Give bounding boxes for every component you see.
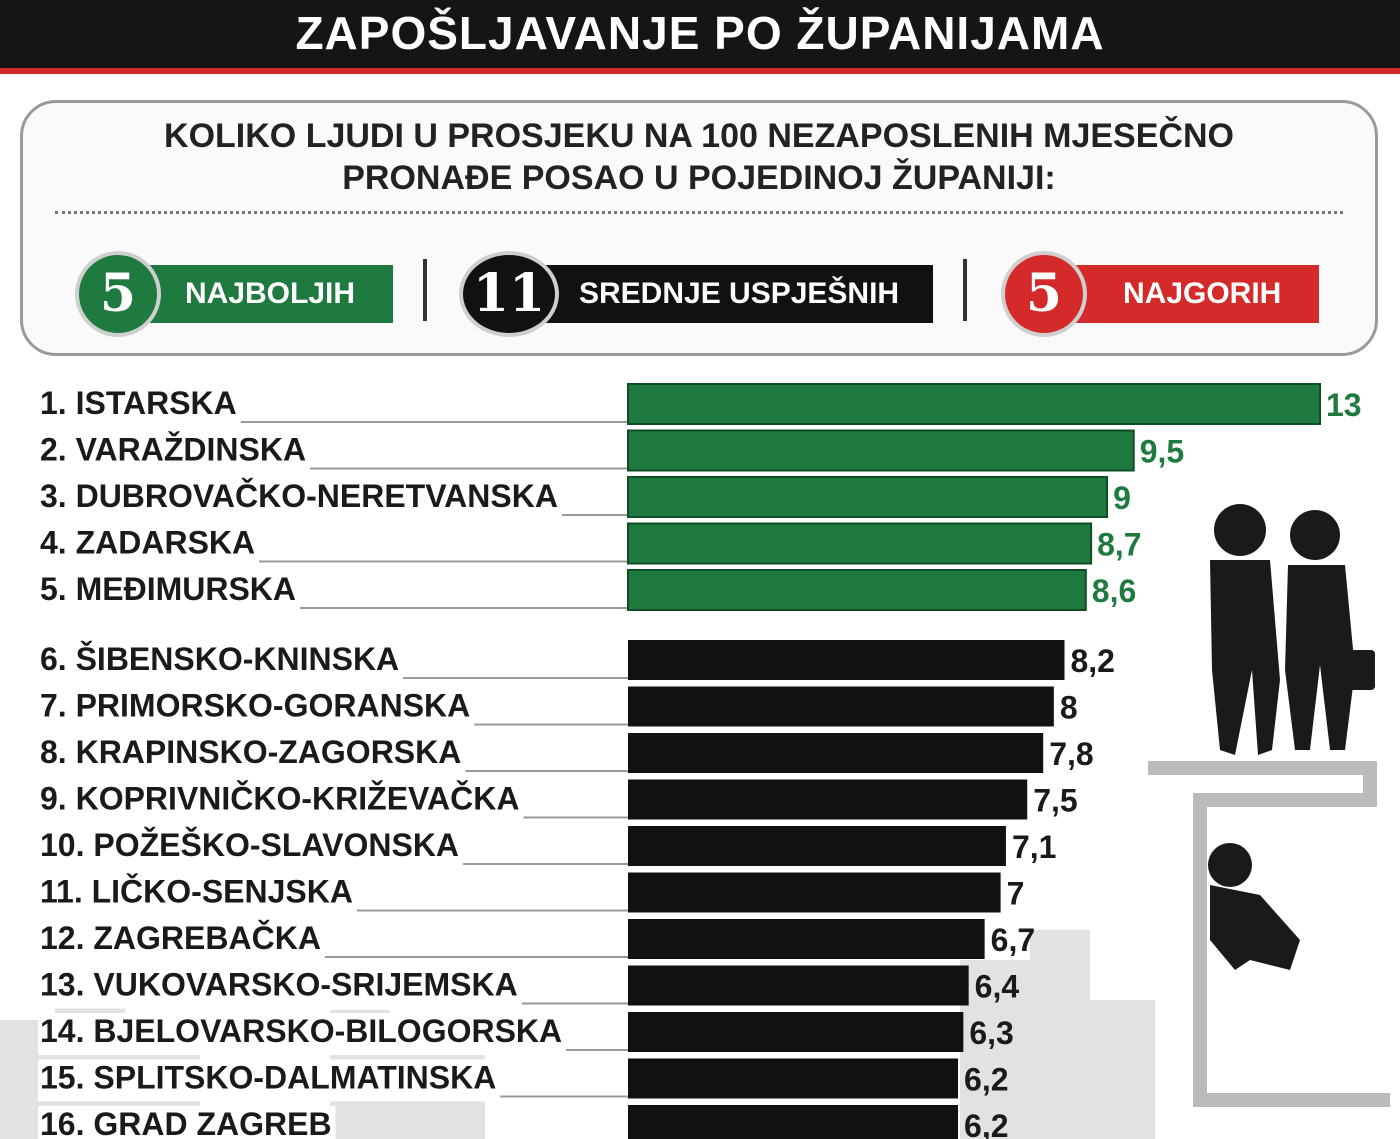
category-label: 6. ŠIBENSKO-KNINSKA [40, 641, 399, 677]
category-label-backing [38, 734, 466, 776]
bar [628, 965, 969, 1006]
value-label: 6,7 [991, 922, 1035, 958]
dotted-divider [55, 211, 1343, 214]
value-label: 7,5 [1033, 783, 1077, 819]
category-label: 8. KRAPINSKO-ZAGORSKA [40, 734, 461, 770]
category-label-backing [38, 431, 311, 474]
legend-separator [423, 259, 427, 321]
category-label-backing [38, 571, 301, 613]
workers-illustration [1148, 504, 1390, 1107]
legend-middle: SREDNJE USPJEŠNIH 11 [459, 251, 939, 337]
category-label: 3. DUBROVAČKO-NERETVANSKA [40, 478, 558, 514]
bar [628, 919, 985, 959]
bar [628, 1058, 959, 1099]
category-label-backing [38, 524, 260, 567]
value-label: 6,2 [964, 1062, 1008, 1098]
value-label: 9,5 [1140, 434, 1184, 470]
bar [628, 779, 1028, 820]
briefcase-icon [1345, 650, 1375, 690]
category-label-backing [38, 920, 325, 962]
value-label: 6,2 [964, 1108, 1008, 1139]
bar [628, 1012, 964, 1052]
category-label-backing [38, 1106, 336, 1139]
bar [628, 733, 1044, 773]
category-label: 13. VUKOVARSKO-SRIJEMSKA [40, 967, 518, 1003]
person-head-icon [1208, 843, 1252, 887]
value-label: 13 [1326, 387, 1362, 423]
legend-best-label: NAJBOLJIH [145, 265, 393, 323]
category-label-backing [38, 780, 524, 823]
value-label: 8,2 [1070, 643, 1114, 679]
chart-subtitle-line1: KOLIKO LJUDI U PROSJEKU NA 100 NEZAPOSLE… [164, 117, 1234, 155]
category-label: 1. ISTARSKA [40, 385, 237, 421]
value-label: 8,7 [1097, 527, 1141, 563]
man-silhouette-icon [1285, 565, 1355, 750]
category-label-backing [38, 873, 357, 916]
bar [627, 429, 1135, 472]
value-label: 7,1 [1012, 829, 1056, 865]
value-label: 6,4 [975, 969, 1020, 1005]
category-label: 10. POŽEŠKO-SLAVONSKA [40, 827, 459, 863]
category-label: 16. GRAD ZAGREB [40, 1106, 332, 1139]
category-label: 15. SPLITSKO-DALMATINSKA [40, 1060, 496, 1096]
category-label-backing [38, 478, 562, 520]
category-label: 14. BJELOVARSKO-BILOGORSKA [40, 1013, 562, 1049]
chart-subtitle-line2: PRONAĐE POSAO U POJEDINOJ ŽUPANIJI: [342, 159, 1056, 197]
page-title: ZAPOŠLJAVANJE PO ŽUPANIJAMA [295, 7, 1105, 59]
value-label: 8,6 [1092, 573, 1136, 609]
legend-panel: KOLIKO LJUDI U PROSJEKU NA 100 NEZAPOSLE… [20, 100, 1378, 356]
category-label: 5. MEĐIMURSKA [40, 571, 296, 607]
legend-worst-number: 5 [1001, 251, 1087, 337]
category-label: 9. KOPRIVNIČKO-KRIŽEVAČKA [40, 781, 519, 817]
legend-worst: NAJGORIH 5 [1001, 251, 1331, 337]
kneeling-worker-icon [1210, 885, 1300, 970]
category-label-backing [38, 827, 464, 869]
category-label: 7. PRIMORSKO-GORANSKA [40, 688, 470, 724]
legend-worst-label: NAJGORIH [1071, 265, 1319, 323]
category-label-backing [38, 385, 241, 427]
category-label: 12. ZAGREBAČKA [40, 920, 321, 956]
legend-separator [963, 259, 967, 321]
woman-silhouette-icon [1210, 560, 1280, 755]
bar [627, 476, 1109, 518]
category-label-backing [38, 1013, 567, 1055]
bar [628, 872, 1001, 913]
bar [628, 1105, 959, 1139]
bar [628, 640, 1065, 680]
person-head-icon [1290, 510, 1340, 560]
bar [627, 383, 1321, 425]
category-label: 2. VARAŽDINSKA [40, 432, 306, 468]
legend-best: NAJBOLJIH 5 [75, 251, 415, 337]
legend-middle-label: SREDNJE USPJEŠNIH [529, 265, 933, 323]
category-label-backing [38, 687, 475, 730]
person-head-icon [1214, 504, 1266, 556]
bar [627, 569, 1087, 611]
category-label-backing [38, 966, 522, 1009]
bar [628, 826, 1006, 866]
title-bar: ZAPOŠLJAVANJE PO ŽUPANIJAMA [0, 0, 1400, 78]
value-label: 8 [1060, 690, 1078, 726]
building-frame-icon [1148, 761, 1390, 1107]
value-label: 7,8 [1049, 736, 1093, 772]
category-label: 4. ZADARSKA [40, 525, 255, 561]
category-label-backing [38, 641, 404, 683]
value-label: 7 [1007, 876, 1025, 912]
category-label: 11. LIČKO-SENJSKA [40, 874, 353, 910]
value-label: 9 [1113, 480, 1131, 516]
bar [627, 522, 1093, 565]
legend-best-number: 5 [75, 251, 161, 337]
value-label: 6,3 [969, 1015, 1013, 1051]
legend-middle-number: 11 [459, 251, 559, 337]
bar [628, 686, 1054, 727]
category-label-backing [38, 1059, 501, 1102]
